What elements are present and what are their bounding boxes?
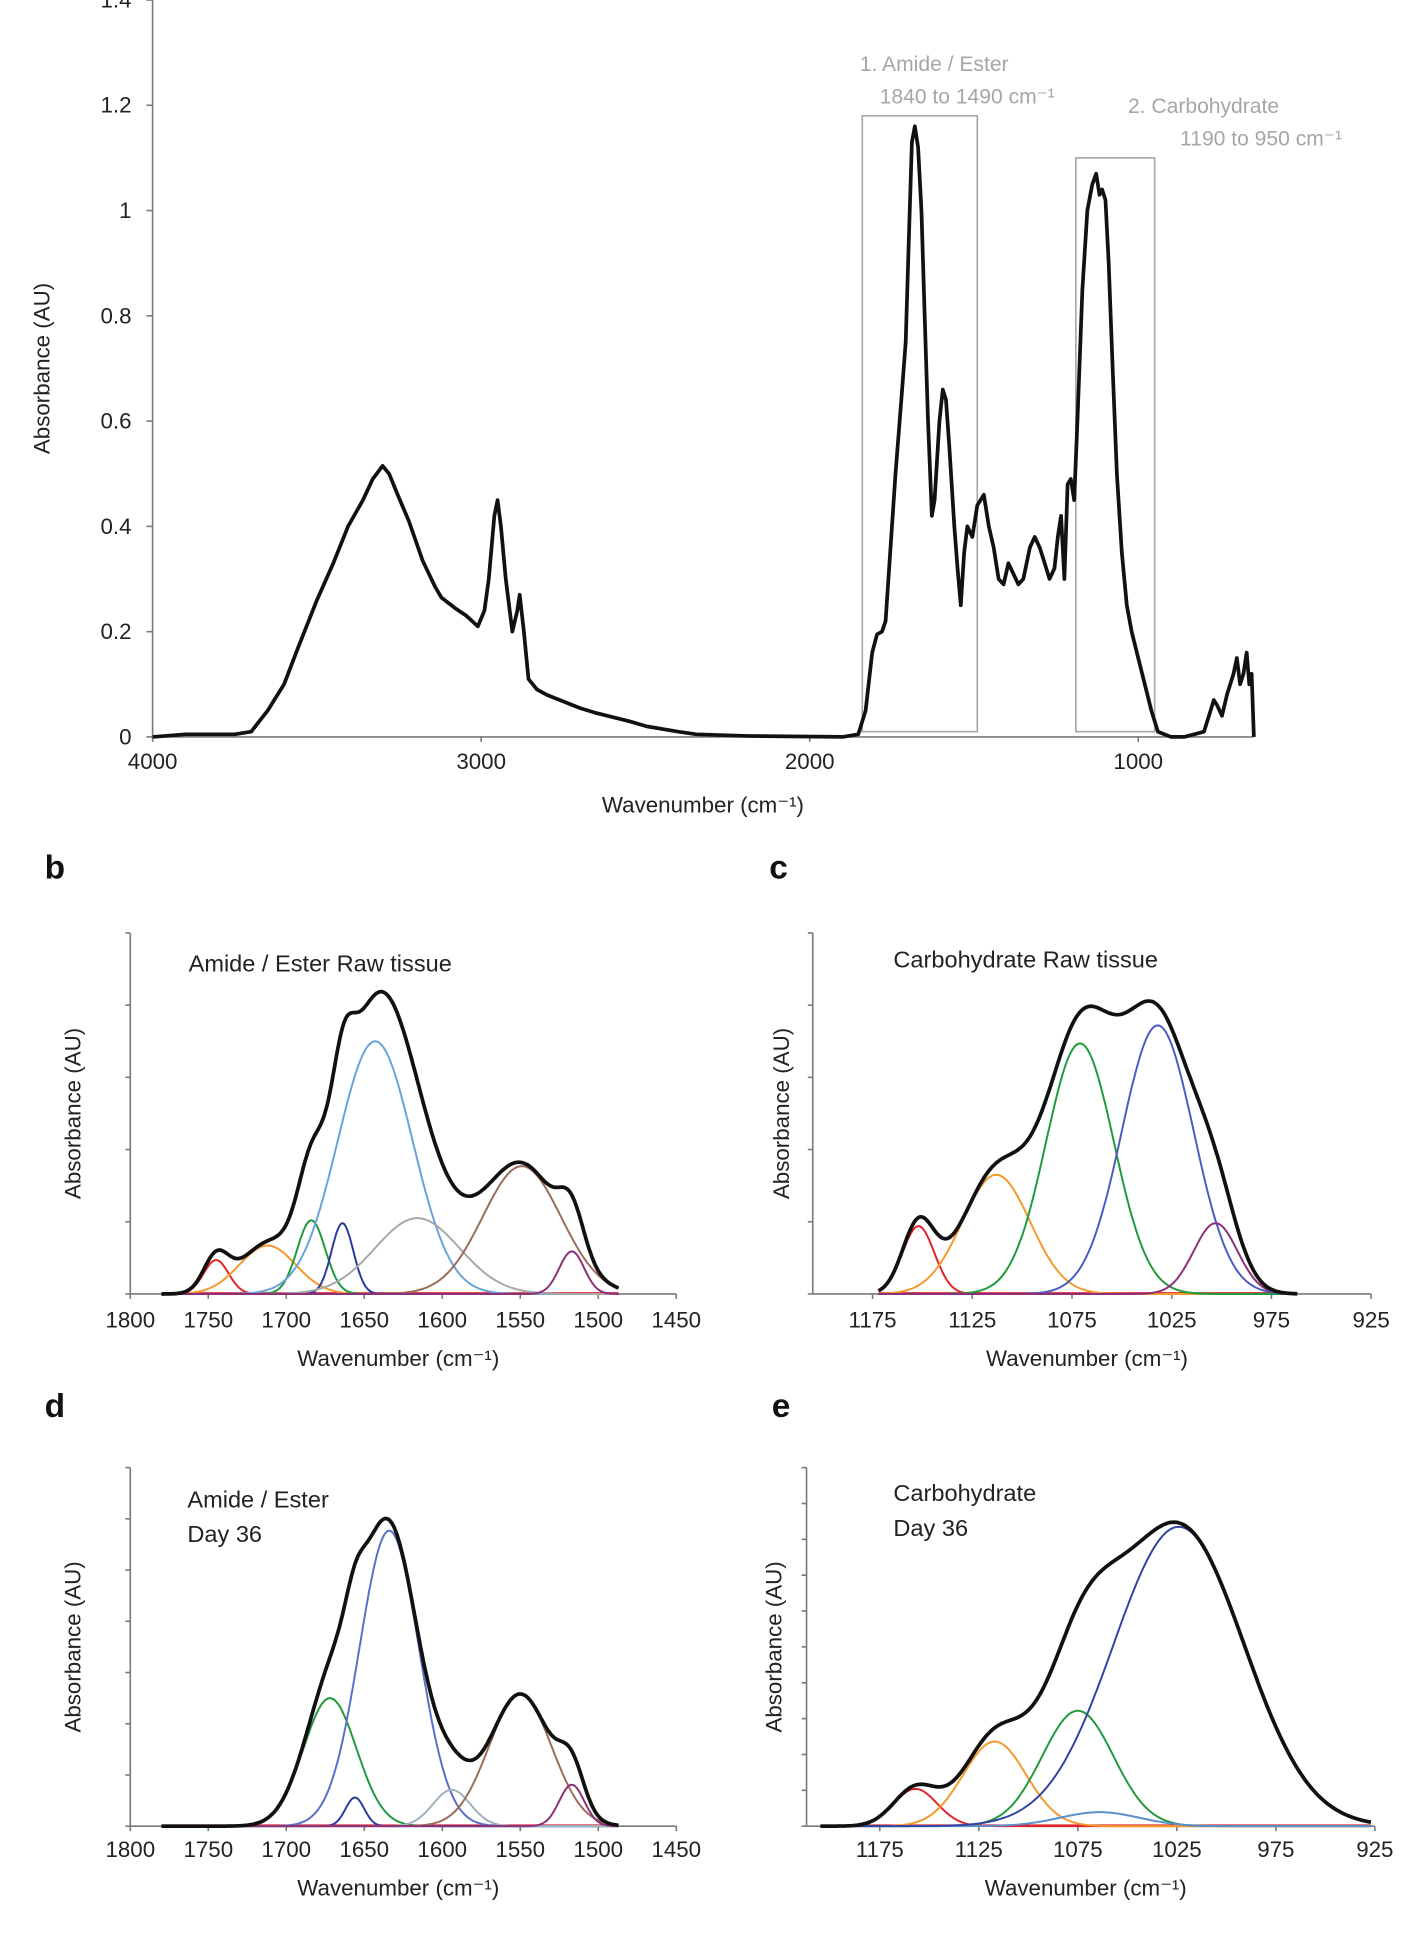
- component-band-1075: [820, 1709, 1371, 1828]
- y-axis-label: Absorbance (AU): [769, 1028, 794, 1199]
- x-tick-label: 1125: [955, 1837, 1003, 1862]
- y-axis-label: Absorbance (AU): [61, 1028, 86, 1199]
- panel-title: Amide / Ester Raw tissue: [189, 950, 452, 976]
- panel-a: 0 0.2 0.4 0.6 0.8 1 1.2 1.4 4000 3000 2000 1000 Wave…: [30, 0, 1342, 818]
- component-band-1517: [161, 1250, 619, 1295]
- component-band-1672: [161, 1697, 619, 1828]
- panel-c: 1175 1125 1075 1025 975 925 Wavenumber (cm⁻¹) A…: [769, 849, 1390, 1371]
- y-tick-label: 1.2: [100, 93, 131, 118]
- x-tick-label: 1600: [417, 1837, 467, 1862]
- x-tick-label: 1750: [183, 1307, 233, 1332]
- panel-title: Day 36: [187, 1521, 262, 1547]
- x-axis-label: Wavenumber (cm⁻¹): [297, 1346, 499, 1371]
- x-axis-label: Wavenumber (cm⁻¹): [986, 1346, 1188, 1371]
- x-tick-label: 2000: [785, 749, 835, 774]
- panel-letter: e: [772, 1388, 791, 1425]
- panel-letter: c: [769, 849, 788, 886]
- component-band-1656: [161, 1796, 619, 1828]
- component-band-1024: [820, 1525, 1372, 1828]
- region-label: 1. Amide / Ester: [860, 53, 1009, 76]
- x-tick-label: 975: [1253, 1307, 1290, 1332]
- component-band-1032: [878, 1024, 1298, 1295]
- x-tick-label: 1000: [1113, 749, 1163, 774]
- y-axis-label: Absorbance (AU): [61, 1561, 86, 1732]
- component-band-1071: [878, 1042, 1298, 1295]
- region-label: 2. Carbohydrate: [1128, 95, 1279, 118]
- x-tick-label: 1125: [948, 1307, 996, 1332]
- x-tick-label: 1500: [573, 1307, 623, 1332]
- component-band-1634: [161, 1529, 619, 1828]
- panel-b: 1800 1750 1700 1650 1600 1550 1500 1450 Wavenumb…: [45, 849, 701, 1371]
- total-spectrum-line: [820, 1520, 1372, 1829]
- x-tick-label: 1650: [339, 1307, 389, 1332]
- panel-title: Day 36: [893, 1515, 968, 1541]
- region-box-1: [861, 114, 979, 733]
- x-axis-label: Wavenumber (cm⁻¹): [985, 1876, 1187, 1901]
- x-tick-label: 925: [1352, 1307, 1389, 1332]
- panel-d: 1800 1750 1700 1650 1600 1550 1500 1450 Wavenumb…: [45, 1388, 701, 1901]
- x-tick-label: 1800: [105, 1837, 155, 1862]
- x-tick-label: 1075: [1047, 1307, 1097, 1332]
- x-axis-label: Wavenumber (cm⁻¹): [297, 1876, 499, 1901]
- x-axis-label: Wavenumber (cm⁻¹): [602, 793, 804, 818]
- x-tick-label: 1175: [856, 1837, 904, 1862]
- y-tick-label: 1: [119, 198, 131, 223]
- x-tick-label: 1025: [1147, 1307, 1197, 1332]
- component-band-1550: [161, 1693, 619, 1828]
- y-tick-label: 0.4: [100, 514, 131, 539]
- x-tick-label: 1600: [417, 1307, 467, 1332]
- component-band-1113: [878, 1173, 1298, 1295]
- panel-title: Amide / Ester: [187, 1486, 329, 1512]
- x-tick-label: 1550: [495, 1307, 545, 1332]
- spectrum-line: [152, 124, 1256, 739]
- x-tick-label: 1500: [573, 1837, 623, 1862]
- y-tick-label: 1.4: [100, 0, 131, 12]
- x-tick-label: 4000: [128, 749, 178, 774]
- component-band-1003: [878, 1222, 1298, 1295]
- x-tick-label: 925: [1356, 1837, 1393, 1862]
- x-tick-label: 1175: [849, 1307, 897, 1332]
- y-tick-label: 0: [119, 724, 131, 749]
- y-axis-label: Absorbance (AU): [30, 283, 55, 454]
- x-tick-label: 1750: [183, 1837, 233, 1862]
- component-band-1712: [161, 1244, 619, 1295]
- panel-e: 1175 1125 1075 1025 975 925 Wavenumber (cm⁻¹) A…: [762, 1388, 1394, 1901]
- y-tick-label: 0.8: [100, 303, 131, 328]
- region-range: 1190 to 950 cm⁻¹: [1180, 128, 1342, 151]
- panel-letter: d: [45, 1388, 65, 1425]
- x-tick-label: 1650: [339, 1837, 389, 1862]
- component-band-1517: [161, 1783, 619, 1828]
- total-spectrum-line: [877, 999, 1298, 1296]
- region-range: 1840 to 1490 cm⁻¹: [880, 85, 1055, 108]
- y-axis-label: Absorbance (AU): [762, 1561, 787, 1732]
- panel-title: Carbohydrate: [893, 1480, 1036, 1506]
- component-band-1594: [161, 1788, 619, 1828]
- x-tick-label: 1800: [105, 1307, 155, 1332]
- total-spectrum-line: [161, 989, 620, 1296]
- x-tick-label: 1550: [495, 1837, 545, 1862]
- x-tick-label: 1450: [651, 1837, 701, 1862]
- component-band-1745: [161, 1258, 619, 1295]
- x-tick-label: 1700: [261, 1837, 311, 1862]
- panel-letter: b: [45, 849, 65, 886]
- x-tick-label: 1075: [1053, 1837, 1103, 1862]
- panel-title: Carbohydrate Raw tissue: [893, 947, 1158, 973]
- y-tick-label: 0.2: [100, 619, 131, 644]
- total-spectrum-line: [161, 1516, 619, 1829]
- y-tick-label: 0.6: [100, 409, 131, 434]
- x-tick-label: 1700: [261, 1307, 311, 1332]
- x-tick-label: 3000: [456, 749, 506, 774]
- x-tick-label: 975: [1257, 1837, 1294, 1862]
- x-tick-label: 1450: [651, 1307, 701, 1332]
- x-tick-label: 1025: [1152, 1837, 1202, 1862]
